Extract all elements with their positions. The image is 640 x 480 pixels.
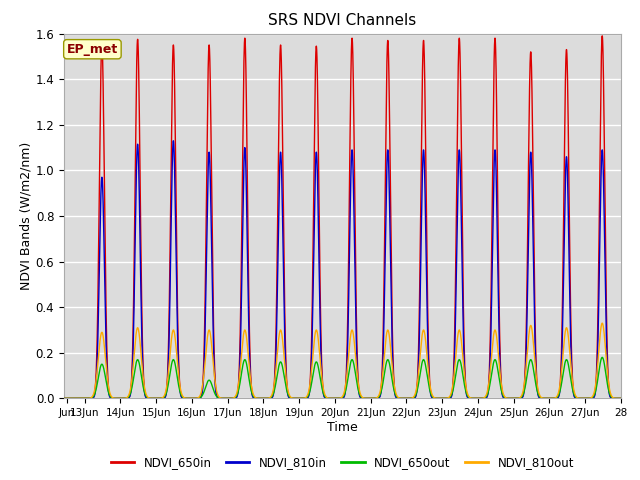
Y-axis label: NDVI Bands (W/m2/nm): NDVI Bands (W/m2/nm) bbox=[20, 142, 33, 290]
Legend: NDVI_650in, NDVI_810in, NDVI_650out, NDVI_810out: NDVI_650in, NDVI_810in, NDVI_650out, NDV… bbox=[106, 452, 579, 474]
Title: SRS NDVI Channels: SRS NDVI Channels bbox=[268, 13, 417, 28]
Text: EP_met: EP_met bbox=[67, 43, 118, 56]
X-axis label: Time: Time bbox=[327, 421, 358, 434]
